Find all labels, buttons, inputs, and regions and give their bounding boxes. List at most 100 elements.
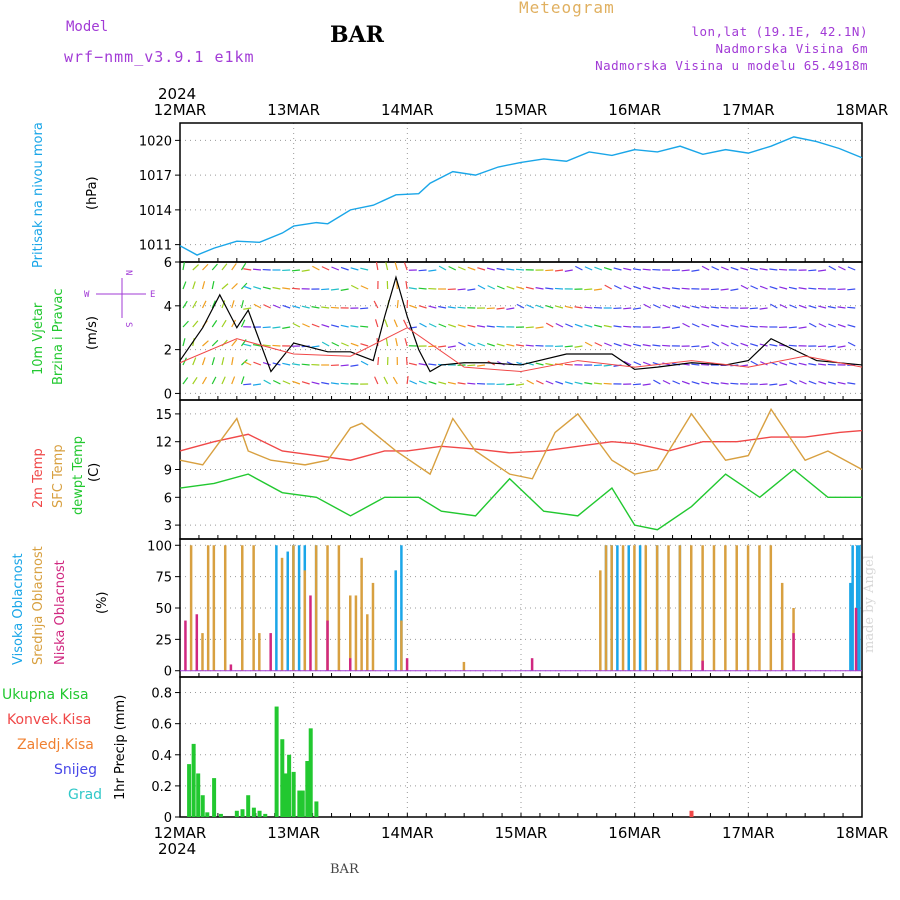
wind-arrow [584, 288, 593, 291]
wind-arrow [467, 364, 476, 367]
mid-cloud-bar [604, 545, 608, 671]
date-label-bottom: 15MAR [495, 824, 548, 842]
compass-e: E [150, 290, 155, 300]
high-cloud-bar [275, 545, 278, 671]
wind-arrow [457, 382, 466, 385]
wind-arrow [711, 266, 720, 271]
wind-arrow [182, 320, 189, 328]
temp2m-label: 2m Temp [31, 448, 46, 508]
wind-arrow [516, 286, 525, 290]
wind-arrow [340, 324, 349, 328]
wind-arrow [350, 342, 359, 347]
wind-arrow [565, 323, 573, 328]
wind-arrow [827, 381, 836, 385]
precip-bar [246, 795, 251, 817]
wind-arrow [642, 344, 651, 347]
wind-arrow [662, 379, 671, 385]
wind-arrow [564, 363, 573, 366]
wind-arrow [759, 268, 768, 271]
wind-arrow [262, 326, 271, 329]
wind-arrow [730, 288, 739, 291]
wind-arrow [594, 266, 603, 271]
wind-arrow [691, 269, 700, 272]
mid-cloud-bar [371, 582, 375, 671]
wind-arrow [428, 305, 437, 309]
wind-arrow [730, 342, 739, 347]
wind-arrow [231, 357, 234, 366]
wind-arrow [516, 344, 525, 347]
wind-arrow [373, 300, 379, 309]
wind-arrow [710, 306, 719, 309]
wind-arrow [457, 324, 466, 328]
wind-arrow [837, 345, 846, 348]
wind-arrow [750, 285, 759, 290]
model-name: wrf−nmm_v3.9.1 e1km [64, 48, 255, 66]
pressure-unit: (hPa) [85, 176, 100, 210]
wind-arrow [272, 286, 281, 290]
wind-arrow [243, 343, 252, 347]
wind-arrow [749, 267, 758, 271]
wind-arrow [395, 338, 398, 347]
wind-arrow [477, 325, 486, 328]
low-cloud-bar [269, 633, 272, 671]
tick-label: 0.6 [151, 718, 172, 733]
wind-arrow [798, 304, 807, 309]
tick-label: 12 [155, 436, 172, 451]
wind-arrow [331, 341, 340, 347]
wind-arrow [496, 325, 505, 328]
low-cloud-bar [184, 620, 187, 671]
wind-arrow [671, 326, 680, 329]
wind-arrow [330, 306, 339, 309]
wind-arrow [643, 303, 651, 309]
wind-arrow [525, 326, 534, 329]
wind-arrow [681, 269, 690, 272]
low-cloud-bar [792, 633, 795, 671]
wind-arrow [779, 303, 788, 309]
precip-bar [196, 773, 201, 817]
wind-arrow [759, 307, 768, 310]
wind-arrow [243, 268, 252, 271]
wind-arrow [409, 380, 418, 385]
wind-arrow [221, 319, 227, 328]
wind-arrow [779, 361, 788, 366]
low-cloud-bar [405, 658, 409, 671]
wind-arrow [253, 303, 262, 309]
date-label-bottom: 16MAR [608, 824, 661, 842]
wind-arrow [769, 383, 778, 386]
mid-cloud-bar [780, 582, 784, 671]
wind-arrow [720, 306, 729, 309]
conv-precip-bar [689, 810, 694, 817]
mid-cloud-bar [212, 545, 216, 671]
wind-arrow [394, 262, 398, 271]
model-elevation-label: Nadmorska Visina u modelu 65.4918m [595, 58, 868, 73]
wind-arrow [201, 300, 207, 309]
wind-arrow [240, 376, 245, 385]
wind-arrow [331, 324, 340, 328]
wind-arrow [486, 342, 495, 347]
wind-arrow [827, 305, 836, 309]
date-ticks-bottom: 12MAR 13MAR 14MAR 15MAR 16MAR 17MAR 18MAR [154, 824, 889, 842]
wind-arrow [535, 304, 544, 309]
compass-w: W [84, 290, 90, 300]
compass-rose: W E N S [84, 270, 155, 327]
wind-arrow [406, 375, 409, 385]
wind-arrow [312, 265, 320, 271]
wind-arrow [302, 323, 310, 328]
mid-cloud-bar [610, 545, 613, 671]
wind-arrow [486, 267, 495, 271]
mid-cloud-bar [366, 614, 369, 671]
mid-cloud-bar [667, 545, 670, 671]
wind-arrow [211, 263, 218, 271]
wind-arrow [403, 319, 408, 328]
precip-bar [291, 771, 296, 817]
date-label-top: 18MAR [836, 101, 889, 119]
wind-arrow [428, 345, 437, 348]
wind-arrow [642, 361, 651, 366]
wind-arrow [516, 383, 525, 386]
wind-arrow [593, 364, 602, 367]
wind-arrow [691, 305, 700, 309]
wind-arrow [231, 300, 235, 309]
wind-arrow [603, 382, 612, 385]
wind-arrow [487, 285, 496, 290]
mid-cloud-bar [223, 545, 227, 671]
